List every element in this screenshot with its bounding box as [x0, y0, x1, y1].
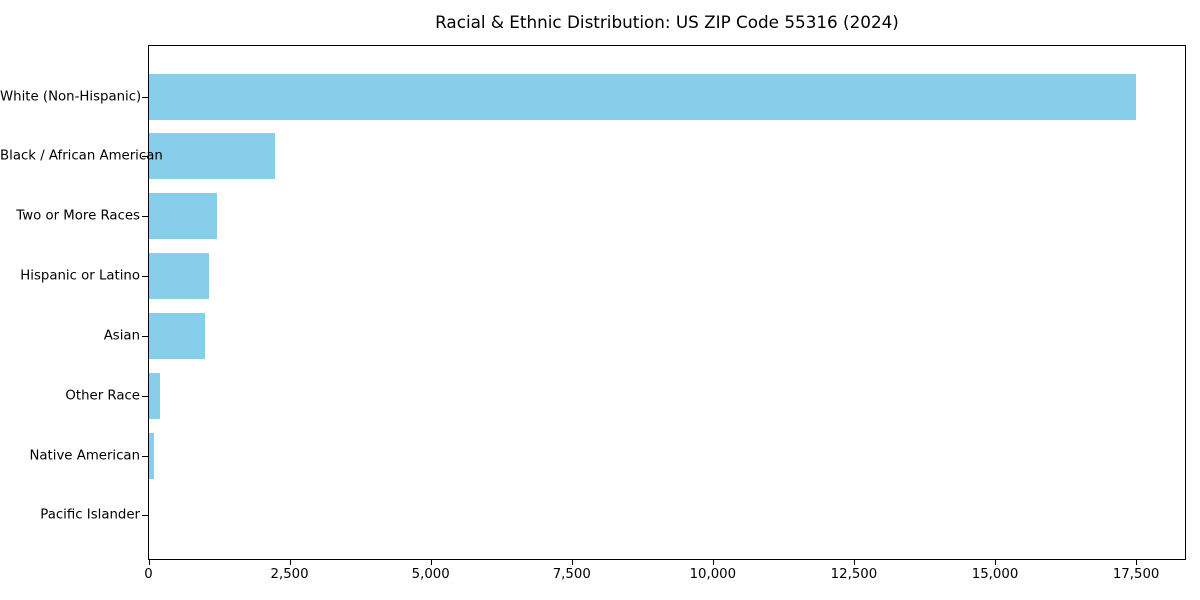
- x-tick-label: 2,500: [270, 567, 309, 582]
- y-tick-label: Other Race: [65, 388, 140, 404]
- y-tick-mark: [142, 456, 148, 457]
- x-tick-mark: [149, 560, 150, 565]
- x-tick-mark: [1136, 560, 1137, 565]
- x-tick-mark: [995, 560, 996, 565]
- x-tick-label: 12,500: [830, 567, 878, 582]
- y-tick-label: Black / African American: [0, 148, 163, 164]
- x-tick-label: 5,000: [411, 567, 450, 582]
- x-tick-mark: [290, 560, 291, 565]
- x-tick-label: 0: [144, 567, 153, 582]
- x-tick-mark: [713, 560, 714, 565]
- x-tick-label: 15,000: [971, 567, 1019, 582]
- y-tick-mark: [142, 396, 148, 397]
- y-tick-label: Native American: [29, 447, 140, 463]
- y-tick-mark: [142, 515, 148, 516]
- y-tick-label: White (Non-Hispanic): [0, 88, 142, 104]
- y-tick-label: Hispanic or Latino: [20, 268, 140, 284]
- bar-other-race: [149, 372, 160, 419]
- bar-hispanic-or-latino: [149, 253, 209, 300]
- plot-area: [148, 45, 1186, 560]
- y-tick-label: Pacific Islander: [40, 507, 140, 523]
- y-tick-label: Asian: [103, 328, 140, 344]
- x-tick-label: 10,000: [689, 567, 737, 582]
- bar-two-or-more-races: [149, 193, 217, 240]
- y-tick-mark: [142, 276, 148, 277]
- bar-white-non-hispanic: [149, 73, 1136, 120]
- bar-native-american: [149, 432, 154, 479]
- y-tick-mark: [142, 336, 148, 337]
- x-tick-mark: [854, 560, 855, 565]
- x-tick-label: 17,500: [1112, 567, 1160, 582]
- x-tick-label: 7,500: [552, 567, 591, 582]
- y-tick-mark: [142, 216, 148, 217]
- x-tick-mark: [572, 560, 573, 565]
- y-tick-mark: [142, 156, 148, 157]
- x-tick-mark: [431, 560, 432, 565]
- chart-title: Racial & Ethnic Distribution: US ZIP Cod…: [435, 12, 899, 32]
- y-tick-mark: [142, 97, 148, 98]
- y-tick-label: Two or More Races: [16, 208, 140, 224]
- bar-black-african-american: [149, 133, 275, 180]
- bar-asian: [149, 312, 205, 359]
